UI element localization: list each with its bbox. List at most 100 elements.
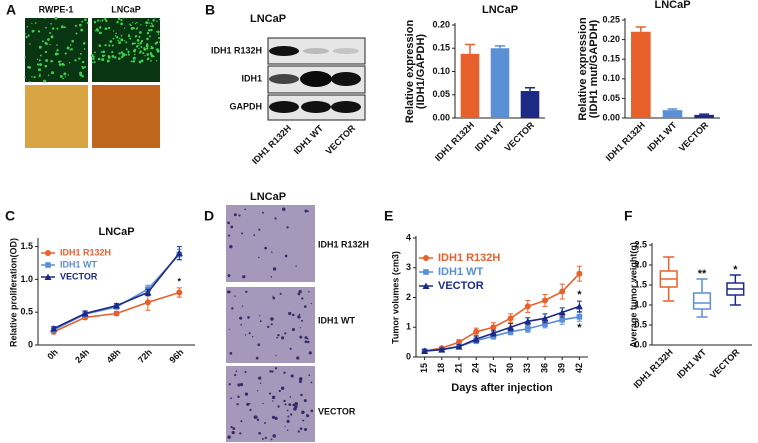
cell-dot: [51, 71, 54, 75]
cell-dot: [54, 53, 58, 56]
cell-dot: [256, 418, 260, 422]
cell-dot: [129, 37, 132, 40]
cell-dot: [41, 40, 44, 43]
cell-dot: [98, 44, 102, 47]
cell-dot: [61, 62, 65, 66]
y-axis-label: (IDH1/GAPDH): [415, 34, 427, 110]
cell-dot: [150, 53, 152, 56]
cell-dot: [294, 402, 298, 406]
cell-dot: [131, 42, 134, 45]
cell-dot: [279, 292, 282, 295]
cell-dot: [156, 49, 160, 53]
marker: [525, 325, 531, 332]
cell-dot: [97, 29, 99, 32]
cell-dot: [118, 41, 122, 45]
y-tick-label: 0.20: [432, 19, 450, 29]
cell-dot: [56, 27, 59, 30]
cell-dot: [117, 39, 119, 42]
cell-dot: [230, 397, 232, 400]
cell-dot: [303, 419, 305, 422]
cell-dot: [116, 20, 119, 24]
legend-label: IDH1 WT: [438, 266, 484, 278]
cell-dot: [258, 228, 261, 231]
cell-dot: [145, 21, 149, 25]
cell-dot: [27, 34, 30, 37]
marker: [81, 310, 89, 317]
marker: [113, 310, 120, 317]
cell-dot: [111, 44, 114, 47]
x-tick-label: IDH1 R132H: [433, 120, 476, 163]
cell-dot: [148, 22, 150, 24]
cell-dot: [118, 57, 121, 61]
cell-dot: [290, 413, 293, 416]
cell-dot: [133, 42, 136, 45]
cell-dot: [235, 370, 238, 373]
cell-dot: [109, 40, 113, 43]
annotation: *: [577, 322, 582, 334]
y-axis-label: Tumor volumes (cm3): [390, 251, 400, 344]
cell-dot: [140, 39, 144, 43]
marker: [489, 329, 497, 337]
marker: [490, 324, 497, 331]
cell-dot: [134, 22, 137, 25]
x-tick-label: 39: [557, 363, 567, 373]
cell-dot: [138, 47, 140, 50]
cell-dot: [239, 383, 244, 387]
y-tick-label: 0.25: [602, 14, 620, 24]
marker: [542, 321, 548, 328]
marker: [456, 339, 462, 346]
cell-dot: [136, 38, 140, 42]
cell-dot: [150, 47, 152, 50]
cell-dot: [36, 58, 39, 61]
cell-dot: [300, 393, 303, 397]
cell-dot: [240, 324, 243, 326]
x-tick-label: IDH1 R132H: [604, 120, 647, 163]
cell-dot: [240, 420, 243, 423]
cell-dot: [100, 51, 103, 53]
cell-dot: [120, 51, 124, 54]
band: [331, 101, 361, 113]
cell-dot: [270, 438, 273, 441]
cell-dot: [71, 39, 74, 43]
x-tick-label: IDH1 WT: [473, 120, 507, 154]
cell-dot: [79, 52, 82, 55]
cell-dot: [231, 431, 235, 435]
cell-dot: [308, 374, 311, 376]
cell-dot: [92, 61, 94, 64]
cell-dot: [29, 43, 31, 45]
blot-lane-label: IDH1 WT: [292, 123, 326, 157]
cell-dot: [262, 402, 264, 405]
cell-dot: [278, 389, 281, 393]
cell-dot: [151, 25, 154, 28]
x-tick-label: 27: [488, 363, 498, 373]
cell-dot: [304, 336, 308, 340]
cell-dot: [36, 63, 39, 66]
cell-dot: [267, 325, 270, 329]
cell-dot: [246, 402, 250, 406]
cell-dot: [229, 352, 233, 355]
cell-dot: [63, 26, 66, 29]
cell-dot: [130, 24, 132, 27]
cell-dot: [259, 320, 262, 323]
x-tick-label: IDH1 WT: [675, 347, 709, 381]
cell-dot: [293, 407, 297, 411]
cell-dot: [145, 44, 149, 48]
series-line: [424, 305, 580, 352]
blot-row-label: GAPDH: [229, 101, 262, 111]
cell-dot: [298, 377, 303, 381]
cell-dot: [123, 40, 126, 42]
cell-dot: [248, 402, 251, 405]
cell-dot: [258, 431, 261, 435]
cell-dot: [152, 55, 155, 58]
cell-dot: [145, 25, 148, 27]
brightfield-image: [92, 85, 160, 148]
bar: [490, 48, 510, 118]
cell-dot: [262, 211, 264, 214]
cell-dot: [297, 430, 300, 433]
cell-dot: [252, 335, 254, 338]
cell-dot: [239, 432, 242, 435]
cell-dot: [284, 332, 287, 335]
cell-dot: [155, 60, 158, 62]
blot-row-label: IDH1 R132H: [211, 45, 262, 55]
cell-dot: [310, 302, 312, 305]
